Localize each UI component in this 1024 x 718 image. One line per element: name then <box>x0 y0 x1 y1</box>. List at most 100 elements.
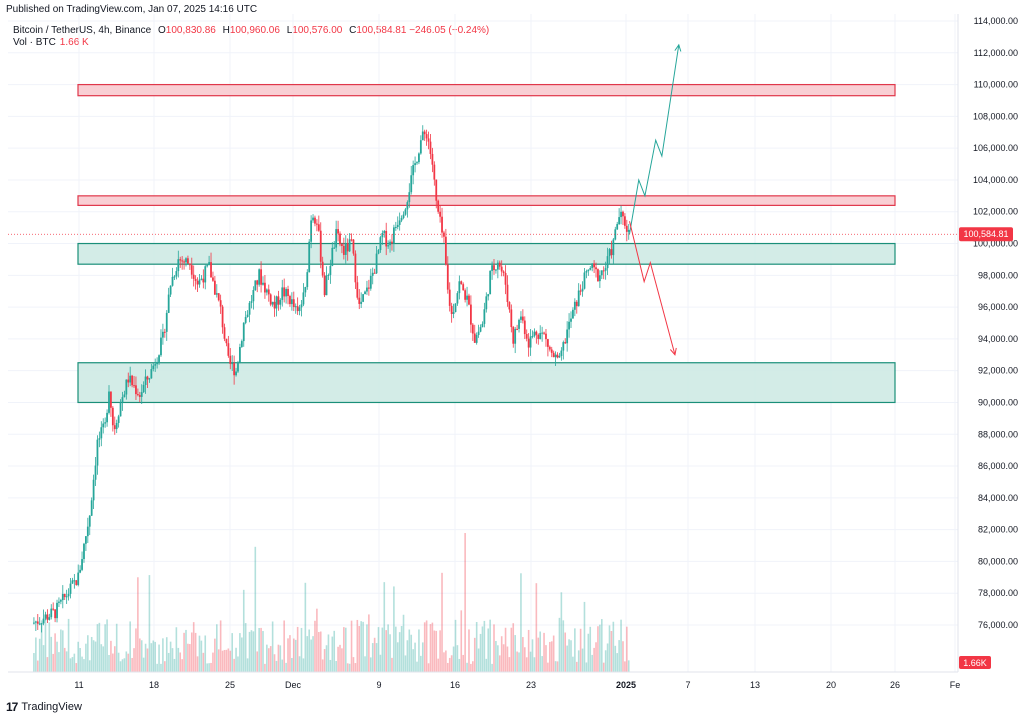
volume-bar <box>418 629 420 672</box>
volume-bar <box>414 642 416 672</box>
volume-bar <box>58 652 60 672</box>
volume-bar <box>427 663 430 672</box>
volume-bar <box>408 629 411 672</box>
candle-body <box>362 294 364 302</box>
volume-bar <box>564 632 567 672</box>
volume-bar <box>291 657 293 672</box>
volume-bar <box>575 661 578 672</box>
candle-body <box>59 600 62 602</box>
candle-body <box>90 500 93 516</box>
volume-bar <box>456 645 459 672</box>
candle-body <box>304 287 307 293</box>
candle-body <box>523 320 526 335</box>
volume-bar <box>431 622 434 672</box>
volume-bar <box>495 641 497 672</box>
candle-body <box>115 422 118 430</box>
time-tick-label: 11 <box>74 680 83 690</box>
candle-body <box>271 301 274 305</box>
candle-body <box>585 271 588 273</box>
candle-body <box>489 270 492 295</box>
candle-body <box>100 427 103 439</box>
volume-bar <box>577 650 580 672</box>
volume-bar <box>423 622 426 672</box>
volume-bar <box>579 628 582 672</box>
volume-bar <box>241 637 243 672</box>
candle-body <box>179 259 182 261</box>
candle-body <box>206 265 209 267</box>
volume-bar <box>214 638 216 672</box>
volume-bar <box>281 659 284 672</box>
candle-body <box>389 241 391 246</box>
candle-body <box>487 294 490 297</box>
candle-body <box>213 280 216 295</box>
volume-bar <box>156 663 158 672</box>
price-axis[interactable]: 114,000.00 112,000.00 110,000.00 108,000.00… <box>957 14 1018 672</box>
volume-bar <box>343 627 345 672</box>
candle-body <box>42 618 45 624</box>
volume-bar <box>502 644 505 672</box>
volume-bar <box>46 657 49 672</box>
candle-body <box>150 369 153 379</box>
candle-body <box>339 233 341 245</box>
candle-body <box>414 163 416 166</box>
volume-bar <box>252 631 255 672</box>
volume-bar <box>364 656 366 672</box>
candle-body <box>219 300 222 307</box>
price-tick-label: 90,000.00 <box>978 397 1018 407</box>
candle-body <box>327 274 330 276</box>
candle-body <box>564 342 567 344</box>
price-chart[interactable]: 114,000.00 112,000.00 110,000.00 108,000.00… <box>0 0 1024 700</box>
candle-body <box>410 175 413 193</box>
volume-bar <box>269 646 272 672</box>
volume-bar <box>373 637 376 672</box>
volume-bar <box>169 641 172 672</box>
candle-body <box>210 262 212 278</box>
candle-body <box>548 346 551 350</box>
volume-bar <box>173 658 176 672</box>
volume-bar <box>554 661 557 672</box>
volume-bar <box>360 621 362 672</box>
candle-body <box>579 290 582 292</box>
volume-bar <box>312 636 314 672</box>
volume-bar <box>366 624 368 672</box>
high-label: H <box>222 25 230 36</box>
price-tick-label: 98,000.00 <box>978 270 1018 280</box>
volume-bar <box>192 622 195 672</box>
volume-bar <box>235 647 237 672</box>
candle-body <box>379 237 382 251</box>
volume-bar <box>194 632 197 672</box>
time-axis[interactable]: 11 18 25 Dec 9 16 23 2025 7 13 20 26 Fe <box>8 671 961 690</box>
volume-bar <box>425 620 428 672</box>
candle-body <box>296 306 299 312</box>
candle-body <box>196 280 199 285</box>
candle-body <box>77 572 80 585</box>
candle-body <box>425 134 428 139</box>
candle-body <box>510 309 513 328</box>
candle-body <box>292 299 295 308</box>
candle-body <box>144 376 147 386</box>
candle-body <box>568 321 570 330</box>
volume-bar <box>208 663 210 672</box>
candle-body <box>46 614 49 620</box>
volume-bar <box>219 620 222 672</box>
candle-body <box>277 296 280 305</box>
candle-body <box>160 337 162 356</box>
low-value: 100,576.00 <box>292 25 343 36</box>
volume-bar <box>318 632 320 672</box>
volume-bar <box>396 642 399 672</box>
volume-bar <box>233 658 235 672</box>
candle-body <box>321 261 324 276</box>
candle-body <box>229 355 232 364</box>
volume-bar <box>131 657 133 672</box>
candle-body <box>541 332 544 334</box>
candle-body <box>233 363 236 376</box>
volume-bar <box>304 582 307 672</box>
time-tick-label: Fe <box>950 680 961 690</box>
candle-body <box>493 265 495 271</box>
candle-body <box>412 165 415 176</box>
candle-body <box>131 375 133 386</box>
volume-bar <box>148 575 151 672</box>
volume-bar <box>591 654 593 672</box>
candle-body <box>252 290 255 302</box>
candle-body <box>135 385 137 395</box>
